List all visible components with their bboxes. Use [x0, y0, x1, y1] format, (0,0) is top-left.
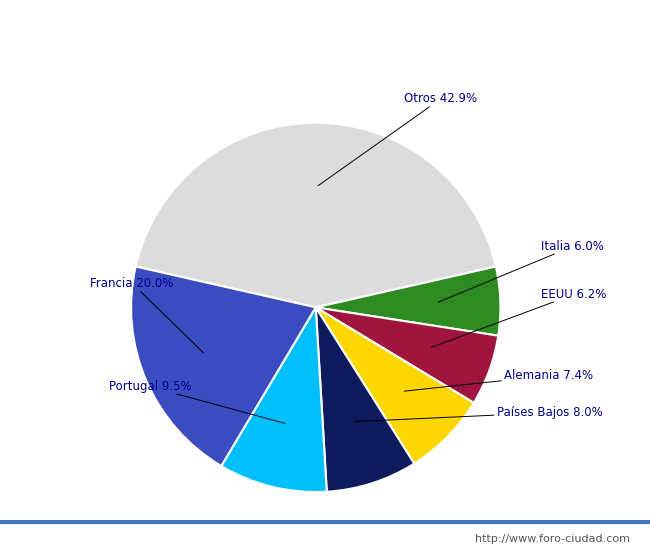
Text: Otros 42.9%: Otros 42.9% — [318, 92, 478, 186]
Text: http://www.foro-ciudad.com: http://www.foro-ciudad.com — [476, 535, 630, 544]
Wedge shape — [316, 267, 500, 336]
Text: Portugal 9.5%: Portugal 9.5% — [109, 380, 285, 424]
Wedge shape — [131, 267, 316, 466]
Text: EEUU 6.2%: EEUU 6.2% — [431, 288, 606, 348]
Wedge shape — [316, 307, 499, 403]
Text: Francia 20.0%: Francia 20.0% — [90, 277, 203, 353]
Wedge shape — [316, 307, 474, 464]
Text: Alemania 7.4%: Alemania 7.4% — [404, 369, 593, 391]
Text: Betanzos - Turistas extranjeros según país - Julio de 2024: Betanzos - Turistas extranjeros según pa… — [75, 10, 575, 29]
Text: Italia 6.0%: Italia 6.0% — [438, 240, 604, 302]
Wedge shape — [136, 123, 496, 307]
Wedge shape — [221, 307, 327, 492]
Text: Países Bajos 8.0%: Países Bajos 8.0% — [356, 406, 603, 421]
Wedge shape — [316, 307, 414, 492]
